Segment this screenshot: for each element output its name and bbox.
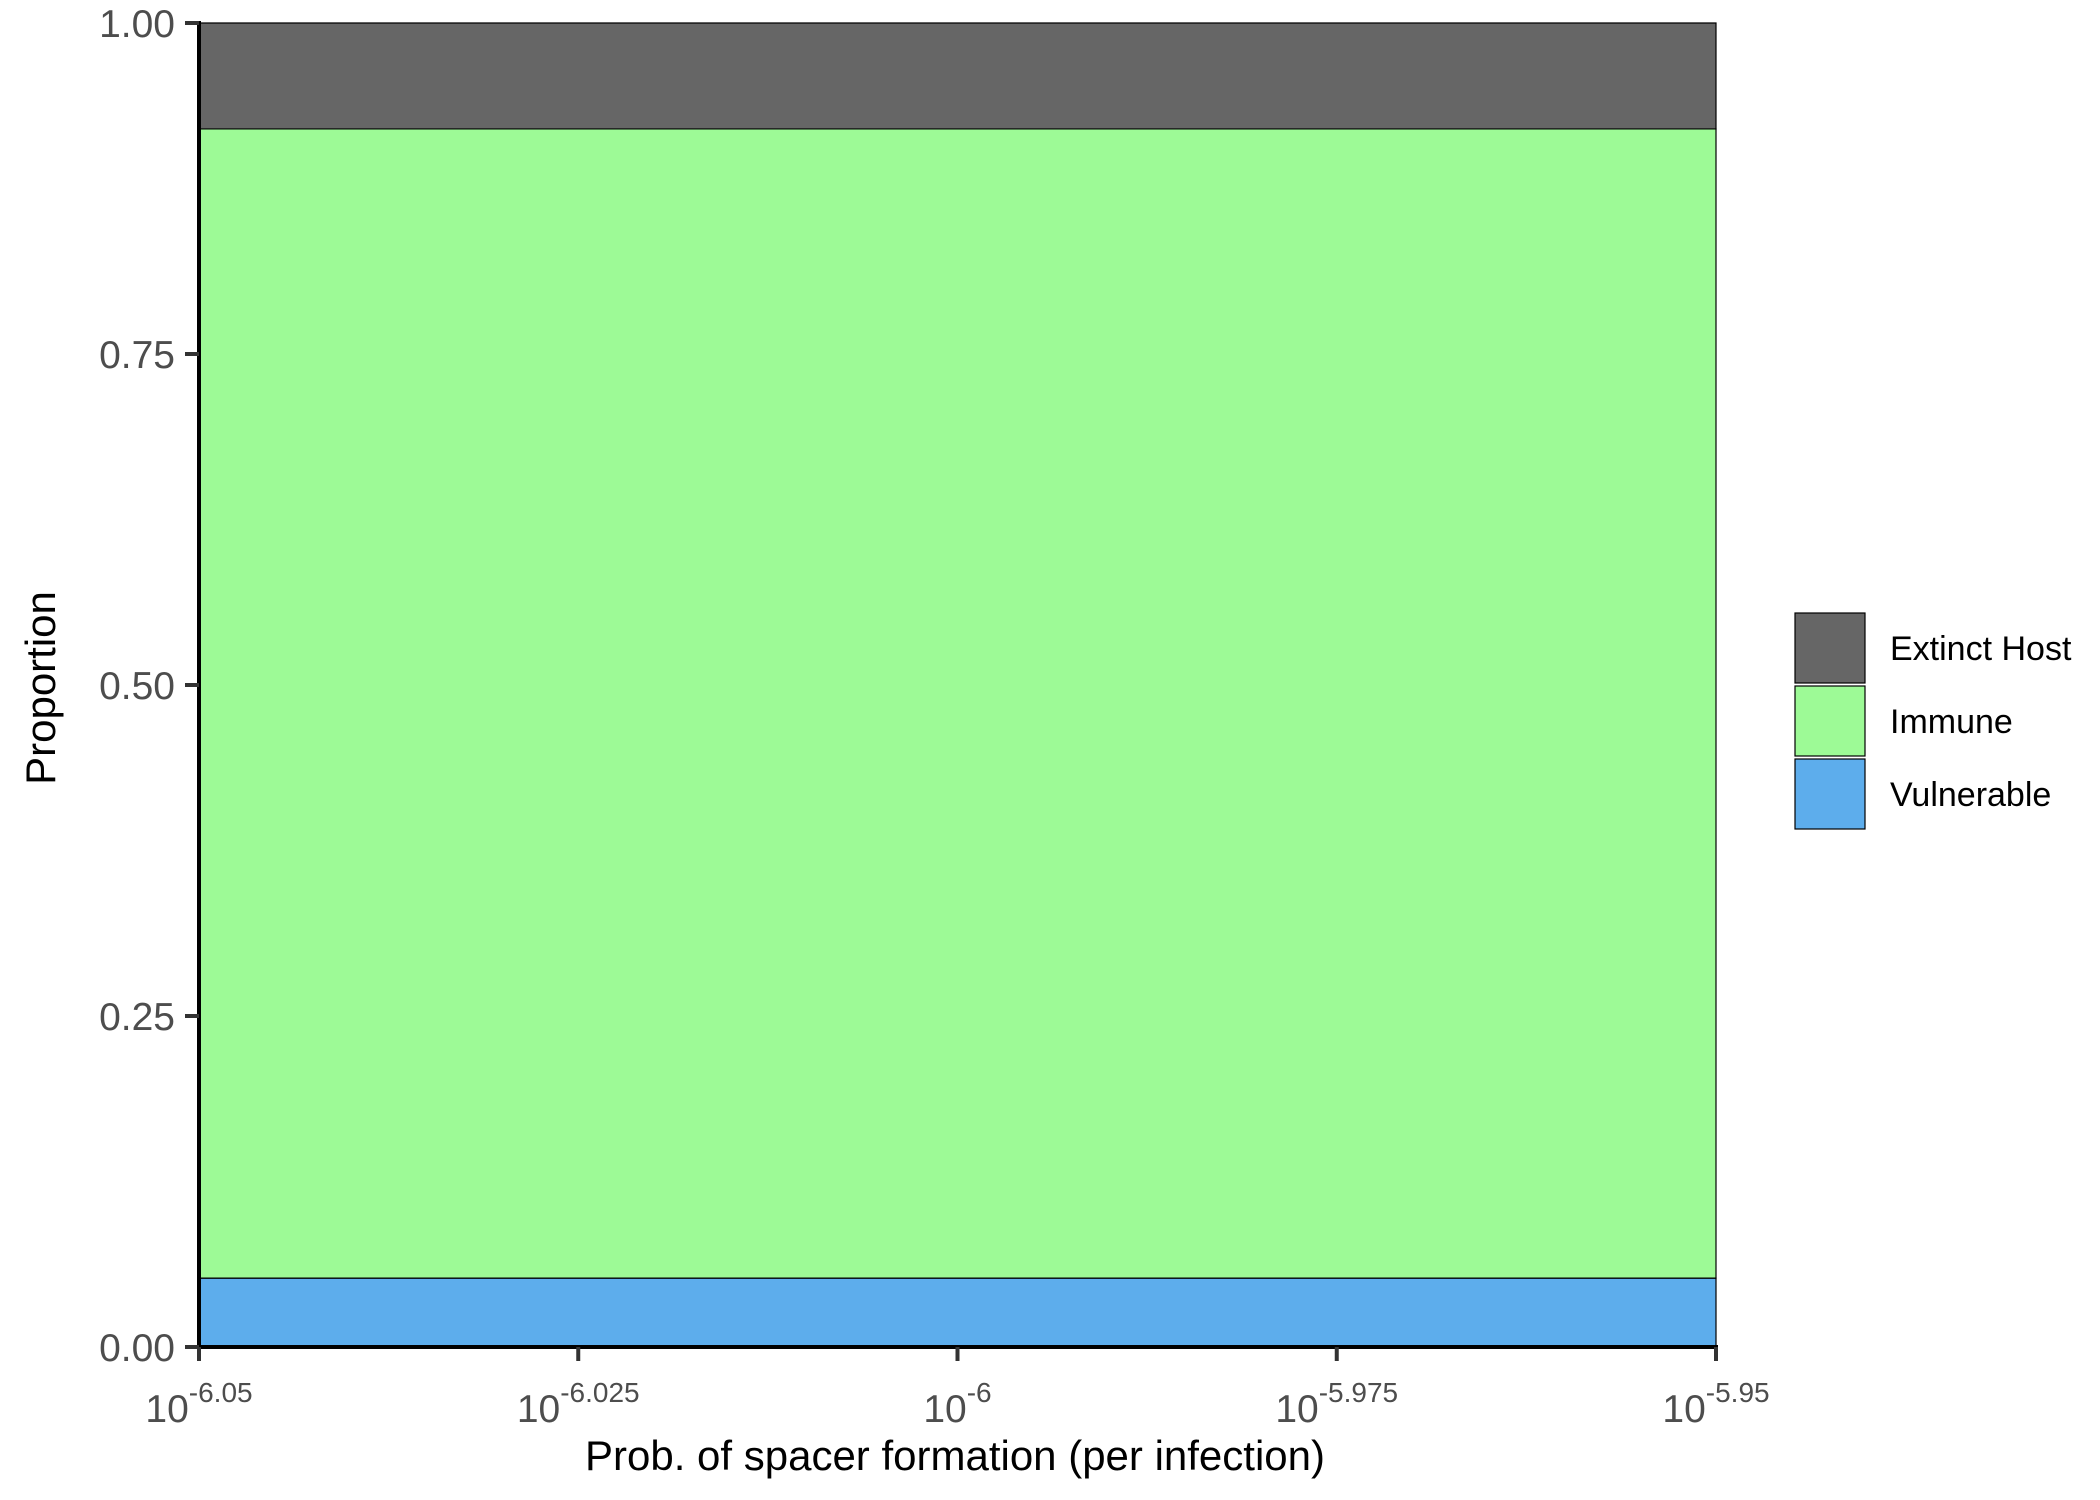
legend-label-immune: Immune xyxy=(1890,703,2013,741)
x-axis-title: Prob. of spacer formation (per infection… xyxy=(585,1432,1325,1479)
area-vulnerable xyxy=(198,1277,1717,1348)
x-tick-label: 10-5.95 xyxy=(1662,1377,1769,1431)
area-extinct-host xyxy=(198,22,1717,130)
x-tick-label: 10-6.05 xyxy=(145,1377,252,1431)
x-tick-label: 10-6 xyxy=(923,1377,991,1431)
y-axis-title: Proportion xyxy=(17,591,64,785)
y-tick-label: 0.00 xyxy=(99,1327,175,1370)
legend-label-extinct-host: Extinct Host xyxy=(1890,630,2072,668)
legend-key-vulnerable xyxy=(1794,758,1866,830)
legend-key-immune xyxy=(1794,685,1866,757)
legend: Extinct Host Immune Vulnerable xyxy=(1794,612,2072,830)
ticks-layer: 0.00 0.25 0.50 0.75 1.00 10-6.05 10-6.025 10-6 1… xyxy=(99,3,1770,1431)
y-tick-label: 0.50 xyxy=(99,665,175,708)
areas-layer xyxy=(198,22,1717,1348)
y-tick-label: 0.25 xyxy=(99,996,175,1039)
y-tick-label: 1.00 xyxy=(99,3,175,46)
x-tick-label: 10-5.975 xyxy=(1275,1377,1398,1431)
area-immune xyxy=(198,128,1717,1279)
legend-key-extinct-host xyxy=(1794,612,1866,684)
y-tick-label: 0.75 xyxy=(99,334,175,377)
x-tick-label: 10-6.025 xyxy=(517,1377,640,1431)
legend-label-vulnerable: Vulnerable xyxy=(1890,776,2051,814)
